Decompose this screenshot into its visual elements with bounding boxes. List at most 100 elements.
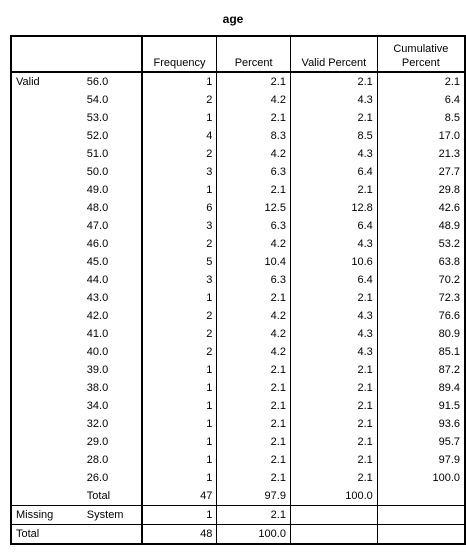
percent-cell: 2.1 [216, 379, 291, 397]
frequency-cell: 1 [140, 181, 217, 199]
cumulative-percent-cell: 87.2 [376, 361, 466, 379]
group-label-empty [10, 145, 83, 163]
grand-total-percent: 100.0 [216, 524, 291, 545]
percent-cell: 2.1 [216, 361, 291, 379]
percent-cell: 6.3 [216, 217, 291, 235]
frequency-cell: 3 [140, 217, 217, 235]
percent-cell: 2.1 [216, 72, 291, 91]
value-cell: 47.0 [86, 220, 109, 232]
header-corner-value [82, 36, 142, 73]
value-cell: 34.0 [86, 400, 109, 412]
value-cell: 46.0 [86, 238, 109, 250]
valid-percent-cell: 2.1 [289, 289, 378, 307]
cumulative-percent-cell: 17.0 [376, 127, 466, 145]
cumulative-percent-cell: 91.5 [376, 397, 466, 415]
value-cell: 51.0 [86, 148, 109, 160]
cumulative-percent-cell: 27.7 [376, 163, 466, 181]
percent-cell: 2.1 [216, 433, 291, 451]
percent-cell: 2.1 [216, 397, 291, 415]
valid-percent-cell: 2.1 [289, 379, 378, 397]
percent-cell: 8.3 [216, 127, 291, 145]
grand-total-row: Total 48 100.0 [10, 524, 466, 545]
table-row: 50.0 3 6.3 6.4 27.7 [10, 163, 466, 181]
frequency-cell: 1 [140, 109, 217, 127]
group-label-empty [10, 127, 83, 145]
group-label-empty [10, 271, 83, 289]
grand-total-valid-percent-empty [289, 524, 378, 545]
missing-cumulative-empty [376, 505, 466, 525]
valid-percent-cell: 4.3 [289, 91, 378, 109]
group-label-empty [10, 379, 83, 397]
frequency-cell: 1 [140, 397, 217, 415]
frequency-cell: 1 [140, 469, 217, 487]
header-row: Frequency Percent Valid Percent Cumulati… [10, 36, 466, 73]
missing-frequency: 1 [140, 505, 217, 525]
valid-percent-cell: 2.1 [289, 415, 378, 433]
table-row: 51.0 2 4.2 4.3 21.3 [10, 145, 466, 163]
table-row: 34.0 1 2.1 2.1 91.5 [10, 397, 466, 415]
missing-system-label: System [82, 505, 142, 525]
valid-percent-cell: 4.3 [289, 343, 378, 361]
valid-percent-cell: 2.1 [289, 109, 378, 127]
valid-total-frequency: 47 [140, 487, 217, 506]
valid-percent-cell: 4.3 [289, 325, 378, 343]
group-label-empty [10, 433, 83, 451]
frequency-cell: 6 [140, 199, 217, 217]
cumulative-percent-cell: 97.9 [376, 451, 466, 469]
group-label-empty [10, 415, 83, 433]
cumulative-percent-cell: 42.6 [376, 199, 466, 217]
value-cell: 39.0 [86, 364, 109, 376]
table-row: 54.0 2 4.2 4.3 6.4 [10, 91, 466, 109]
group-label-empty [10, 181, 83, 199]
table-row: 26.0 1 2.1 2.1 100.0 [10, 469, 466, 487]
group-label-empty [10, 109, 83, 127]
value-cell: 50.0 [86, 166, 109, 178]
group-label-empty [10, 91, 83, 109]
table-title: age [222, 12, 244, 26]
header-percent: Percent [216, 36, 291, 73]
valid-percent-cell: 2.1 [289, 433, 378, 451]
frequency-cell: 1 [140, 289, 217, 307]
valid-percent-cell: 2.1 [289, 469, 378, 487]
group-label-empty [10, 469, 83, 487]
cumulative-percent-cell: 70.2 [376, 271, 466, 289]
frequency-cell: 4 [140, 127, 217, 145]
value-cell: 49.0 [86, 184, 109, 196]
frequency-cell: 2 [140, 343, 217, 361]
cumulative-percent-cell: 6.4 [376, 91, 466, 109]
valid-percent-cell: 6.4 [289, 271, 378, 289]
group-label-empty [10, 163, 83, 181]
percent-cell: 4.2 [216, 145, 291, 163]
group-label-empty [10, 289, 83, 307]
group-label-empty [10, 487, 83, 506]
group-label-empty [10, 325, 83, 343]
frequency-cell: 2 [140, 235, 217, 253]
cumulative-percent-cell: 95.7 [376, 433, 466, 451]
percent-cell: 2.1 [216, 415, 291, 433]
frequency-cell: 2 [140, 91, 217, 109]
table-row: 29.0 1 2.1 2.1 95.7 [10, 433, 466, 451]
table-row: 42.0 2 4.2 4.3 76.6 [10, 307, 466, 325]
frequency-table: Frequency Percent Valid Percent Cumulati… [10, 35, 466, 545]
value-cell: 32.0 [86, 418, 109, 430]
frequency-cell: 1 [140, 415, 217, 433]
table-row: Valid 56.0 1 2.1 2.1 2.1 [10, 72, 466, 91]
value-cell: 53.0 [86, 112, 109, 124]
cumulative-percent-cell: 76.6 [376, 307, 466, 325]
frequency-cell: 2 [140, 307, 217, 325]
frequency-cell: 3 [140, 163, 217, 181]
value-cell: 44.0 [86, 274, 109, 286]
valid-percent-cell: 8.5 [289, 127, 378, 145]
percent-cell: 2.1 [216, 469, 291, 487]
grand-total-label: Total [10, 524, 83, 545]
group-label-empty [10, 217, 83, 235]
frequency-cell: 1 [140, 72, 217, 91]
header-frequency: Frequency [140, 36, 217, 73]
missing-label: Missing [10, 505, 83, 525]
cumulative-percent-cell: 53.2 [376, 235, 466, 253]
percent-cell: 12.5 [216, 199, 291, 217]
frequency-cell: 2 [140, 145, 217, 163]
cumulative-percent-cell: 21.3 [376, 145, 466, 163]
valid-percent-cell: 2.1 [289, 397, 378, 415]
cumulative-percent-cell: 8.5 [376, 109, 466, 127]
